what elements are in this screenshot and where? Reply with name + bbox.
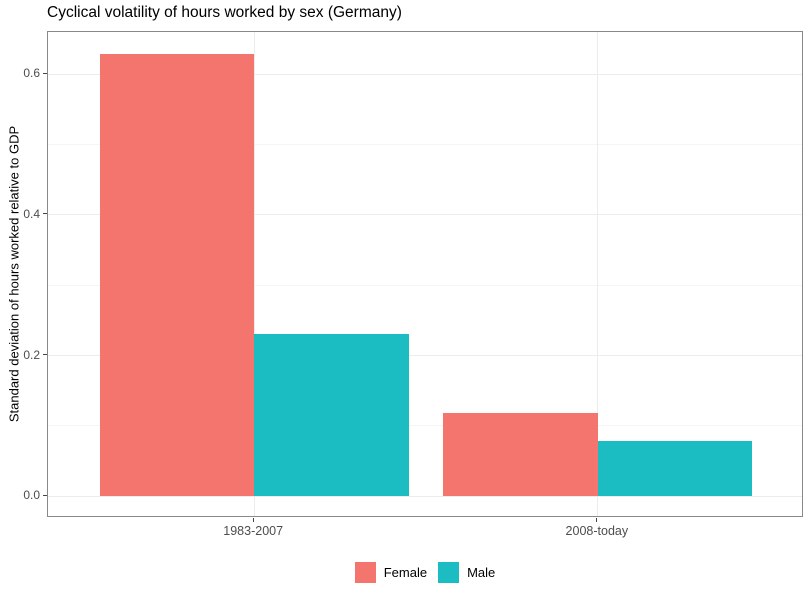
x-tick-label-2: 2008-today	[565, 524, 629, 538]
legend: Female Male	[47, 556, 803, 588]
gridline-major-vertical	[253, 32, 255, 516]
legend-label-female: Female	[383, 564, 428, 580]
legend-swatch-female	[354, 561, 376, 583]
legend-swatch-male	[438, 561, 460, 583]
bar-male-2008-today	[597, 440, 753, 497]
x-tick-mark	[252, 518, 254, 522]
x-tick-mark	[596, 518, 598, 522]
plot-panel	[47, 31, 803, 517]
y-axis-title: Standard deviation of hours worked relat…	[6, 125, 22, 423]
x-tick-label-1: 1983-2007	[223, 524, 284, 538]
gridline-major	[48, 355, 802, 357]
chart-title: Cyclical volatility of hours worked by s…	[47, 4, 402, 21]
gridline-minor	[48, 144, 802, 146]
y-tick-label: 0.4	[23, 206, 40, 221]
legend-label-male: Male	[467, 564, 496, 580]
gridline-major	[48, 214, 802, 216]
gridline-major	[48, 495, 802, 497]
bar-female-1983-2007	[99, 53, 255, 497]
y-tick-mark	[43, 354, 47, 356]
gridline-major-vertical	[597, 32, 599, 516]
y-tick-mark	[43, 213, 47, 215]
bar-female-2008-today	[443, 413, 598, 497]
legend-entry-male: Male	[438, 561, 496, 583]
y-tick-label: 0.6	[23, 66, 40, 81]
legend-entry-female: Female	[354, 561, 428, 583]
y-tick-label: 0.0	[23, 488, 40, 503]
y-tick-mark	[43, 72, 47, 74]
y-tick-mark	[43, 494, 47, 496]
gridline-major	[48, 73, 802, 75]
gridline-minor	[48, 425, 802, 427]
bar-male-1983-2007	[254, 333, 409, 497]
gridline-minor	[48, 284, 802, 286]
y-tick-label: 0.2	[23, 347, 40, 362]
